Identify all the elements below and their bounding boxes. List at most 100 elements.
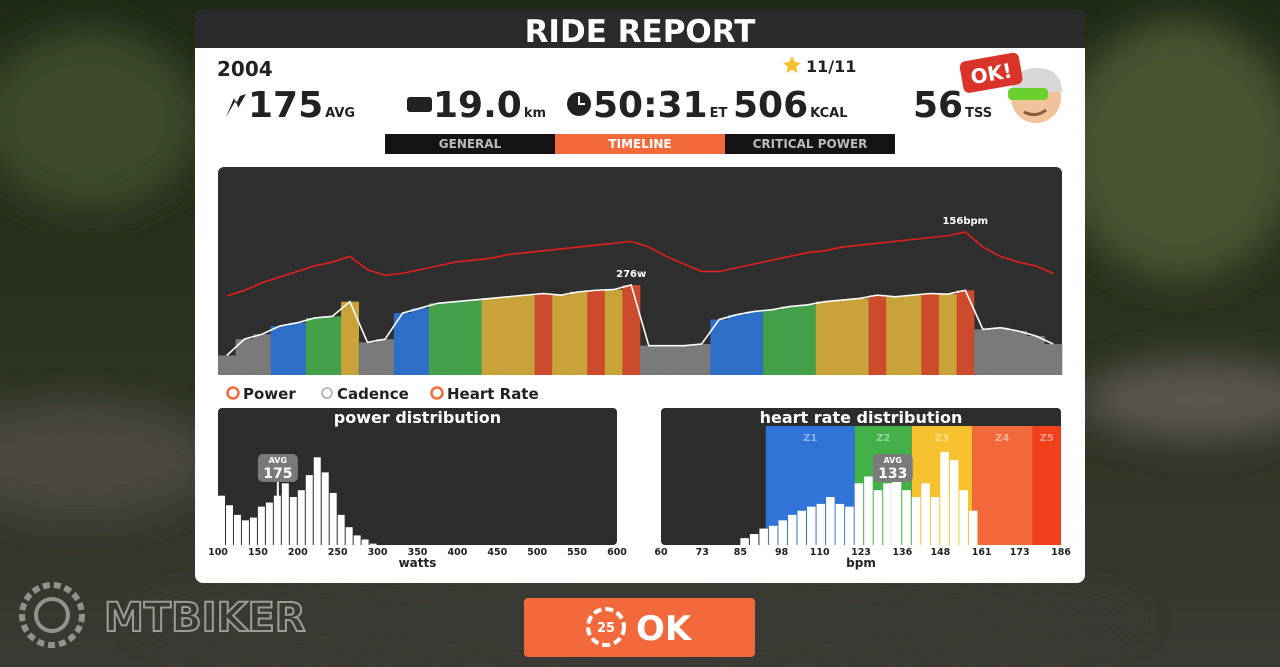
stat-value: 50:31 — [593, 85, 708, 126]
power-sample — [393, 313, 412, 375]
hist-bar — [257, 506, 265, 545]
x-tick-label: 350 — [408, 547, 428, 558]
power-sample — [569, 291, 588, 375]
power-sample — [288, 322, 307, 375]
hist-bar — [345, 527, 353, 545]
x-tick-label: 100 — [208, 547, 228, 558]
x-tick-label: 186 — [1051, 547, 1071, 558]
hist-bar — [297, 490, 305, 545]
legend-toggle[interactable] — [430, 386, 444, 400]
tab[interactable] — [725, 134, 895, 154]
hist-title: power distribution — [334, 408, 501, 427]
hist-bar — [289, 497, 297, 545]
x-tick-label: 200 — [288, 547, 308, 558]
peak-label: 276w — [616, 269, 646, 280]
x-tick-label: 73 — [696, 547, 709, 558]
countdown: 25 — [597, 621, 615, 636]
power-sample — [956, 290, 975, 375]
x-tick-label: 550 — [567, 547, 587, 558]
hist-bar — [883, 483, 892, 545]
zone-label: Z3 — [935, 433, 949, 444]
x-tick-label: 450 — [487, 547, 507, 558]
legend-label: Heart Rate — [447, 385, 539, 403]
hist-bar — [826, 497, 835, 545]
hist-bar — [241, 520, 249, 545]
zone-band — [972, 426, 1033, 545]
hist-bar — [329, 492, 337, 545]
avatar — [1008, 67, 1062, 123]
hist-bar — [911, 497, 921, 545]
hist-bar — [921, 483, 930, 545]
x-axis-label: bpm — [846, 556, 876, 570]
power-sample — [218, 355, 236, 375]
x-tick-label: 500 — [527, 547, 547, 558]
series-line — [226, 284, 1054, 357]
power-sample — [815, 301, 834, 375]
countdown-ring — [586, 607, 626, 647]
power-sample — [991, 327, 1010, 375]
ok-button[interactable] — [524, 598, 755, 657]
x-tick-label: 85 — [734, 547, 747, 558]
hist-bar — [233, 514, 241, 545]
badge: OK! — [959, 52, 1023, 93]
stat-value: 175 — [248, 85, 323, 126]
hist-title: heart rate distribution — [760, 408, 963, 427]
hist-bar — [353, 535, 361, 545]
x-tick-label: 98 — [775, 547, 789, 558]
zone-label: Z4 — [995, 433, 1009, 444]
zone-label: Z5 — [1040, 433, 1054, 444]
x-tick-label: 148 — [930, 547, 950, 558]
legend-toggle[interactable] — [321, 387, 333, 399]
x-tick-label: 110 — [810, 547, 830, 558]
ok-label[interactable]: OK — [636, 609, 693, 649]
power-sample — [851, 298, 869, 375]
power-sample — [763, 309, 781, 375]
zone-band — [1032, 426, 1061, 545]
power-sample — [727, 314, 746, 375]
power-sample — [464, 300, 483, 375]
zone-label: Z1 — [803, 433, 817, 444]
stat-unit: KCAL — [810, 106, 847, 121]
avg-badge — [257, 454, 298, 482]
avg-label: AVG — [884, 456, 902, 465]
hist-bar — [930, 497, 940, 545]
hist-bar — [321, 472, 329, 545]
power-sample — [974, 329, 992, 375]
power-sample — [868, 295, 887, 375]
power-sample — [516, 295, 535, 375]
stat-unit: ET — [710, 106, 728, 121]
power-sample — [481, 298, 500, 375]
power-sample — [235, 339, 254, 375]
watermark-logo — [19, 582, 85, 648]
power-sample — [552, 295, 570, 375]
x-tick-label: 150 — [248, 547, 268, 558]
hist-bar — [816, 503, 826, 545]
hist-bar — [768, 525, 778, 545]
power-sample — [1009, 330, 1028, 375]
x-tick-label: 123 — [851, 547, 871, 558]
x-tick-label: 300 — [368, 547, 388, 558]
star-icon — [783, 56, 801, 73]
stat-value: 506 — [733, 85, 808, 126]
stat: 56 TSS — [913, 85, 992, 126]
legend-toggle[interactable] — [226, 386, 240, 400]
tab-label: CRITICAL POWER — [753, 137, 868, 151]
power-sample — [745, 311, 764, 375]
tab[interactable] — [555, 134, 725, 154]
power-sample — [798, 304, 817, 375]
power-sample — [358, 342, 377, 375]
power-sample — [1044, 344, 1063, 375]
power-sample — [499, 296, 518, 375]
hist-bar — [902, 490, 911, 545]
power-sample — [921, 293, 940, 375]
power-icon — [226, 94, 246, 117]
stat: 50:31 ET — [593, 85, 727, 126]
power-sample — [411, 308, 430, 375]
power-sample — [587, 290, 606, 375]
hist-bar — [361, 539, 369, 545]
watermark: MTBIKER — [104, 595, 306, 641]
tab-label: GENERAL — [439, 137, 502, 151]
tab[interactable] — [385, 134, 555, 154]
